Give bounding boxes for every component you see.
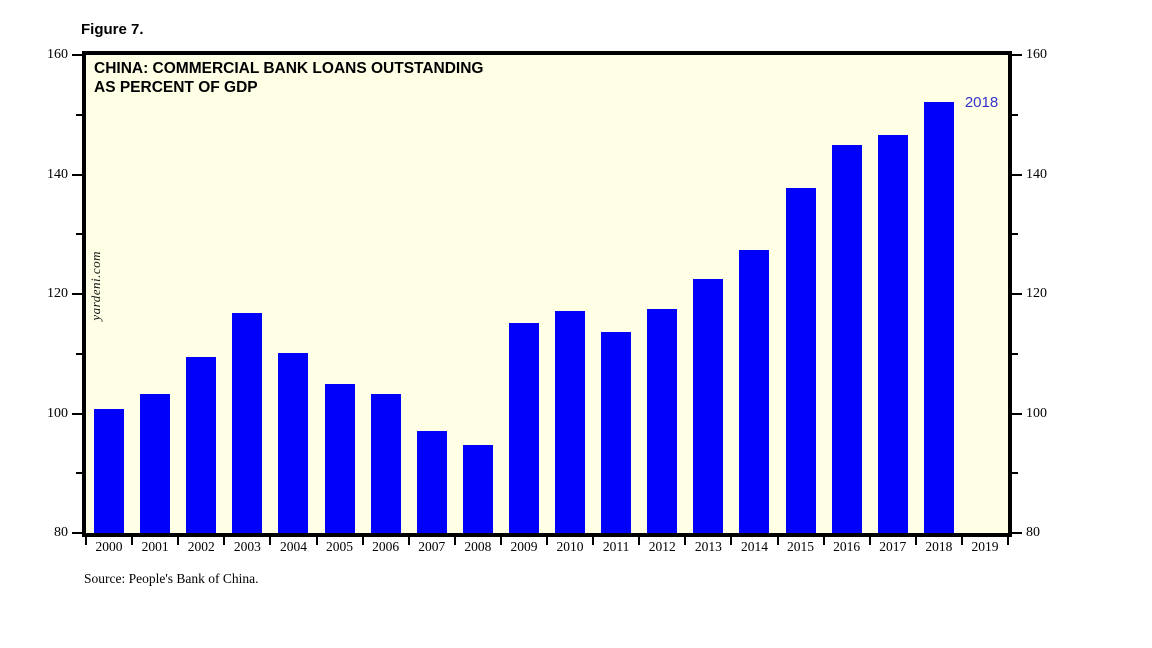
bar-2007 (416, 430, 447, 533)
x-axis-label-2003: 2003 (233, 539, 261, 554)
figure-label: Figure 7. (81, 21, 144, 38)
chart-title-line2: AS PERCENT OF GDP (94, 79, 258, 96)
y-axis-label-right-160: 160 (1026, 47, 1047, 62)
y-minor-tick-right-90 (1012, 472, 1018, 475)
bar-2010 (555, 311, 586, 533)
bar-2016 (831, 145, 862, 533)
y-minor-tick-left-150 (76, 113, 82, 116)
y-axis-label-right-120: 120 (1026, 286, 1047, 301)
watermark-yardeni: yardeni.com (88, 251, 103, 321)
x-axis-label-2009: 2009 (510, 539, 538, 554)
y-minor-tick-right-110 (1012, 352, 1018, 355)
x-axis-label-2011: 2011 (602, 539, 630, 554)
x-tick-8 (453, 537, 456, 545)
y-axis-label-right-80: 80 (1026, 525, 1040, 540)
x-tick-5 (315, 537, 318, 545)
x-tick-18 (914, 537, 917, 545)
y-axis-label-right-140: 140 (1026, 166, 1047, 182)
x-axis-label-2000: 2000 (95, 539, 123, 554)
y-minor-tick-right-130 (1012, 233, 1018, 236)
y-minor-tick-left-110 (76, 352, 82, 355)
y-axis-label-left-140: 140 (47, 166, 68, 182)
x-tick-16 (822, 537, 825, 545)
x-tick-10 (546, 537, 548, 545)
x-tick-11 (592, 537, 595, 545)
bar-2011 (601, 331, 632, 533)
x-axis-label-2004: 2004 (279, 539, 307, 554)
x-tick-0 (85, 537, 87, 545)
x-tick-20 (1007, 537, 1009, 545)
x-tick-2 (177, 537, 180, 545)
x-axis-label-2017: 2017 (879, 539, 907, 554)
source-note: Source: People's Bank of China. (84, 571, 259, 586)
bar-2001 (140, 394, 171, 533)
x-axis-label-2019: 2019 (971, 539, 999, 554)
bar-2013 (693, 279, 724, 533)
x-tick-17 (868, 537, 871, 545)
x-axis-label-2012: 2012 (648, 539, 676, 554)
y-major-tick-right-160 (1012, 54, 1022, 56)
x-axis-label-2013: 2013 (694, 539, 722, 554)
y-major-tick-left-140 (72, 173, 82, 176)
x-axis-label-2018: 2018 (925, 539, 953, 554)
x-tick-13 (684, 537, 687, 545)
y-major-tick-left-100 (72, 412, 82, 415)
chart-title-line1: CHINA: COMMERCIAL BANK LOANS OUTSTANDING (94, 60, 484, 77)
y-major-tick-right-100 (1012, 412, 1022, 415)
bar-2005 (324, 383, 355, 533)
x-axis-label-2006: 2006 (372, 539, 400, 554)
x-axis-label-2015: 2015 (787, 539, 815, 554)
y-major-tick-left-160 (72, 54, 82, 56)
bar-2004 (278, 352, 309, 533)
y-major-tick-right-120 (1012, 293, 1022, 295)
y-major-tick-right-140 (1012, 173, 1022, 176)
plot-area: CHINA: COMMERCIAL BANK LOANS OUTSTANDING… (82, 51, 1012, 537)
x-tick-6 (361, 537, 364, 545)
y-major-tick-left-80 (72, 532, 82, 534)
peak-year-annotation: 2018 (964, 93, 999, 111)
chart-title: CHINA: COMMERCIAL BANK LOANS OUTSTANDING… (94, 59, 484, 97)
x-axis-label-2014: 2014 (740, 539, 768, 554)
x-tick-12 (638, 537, 641, 545)
x-tick-14 (730, 537, 733, 545)
x-tick-9 (499, 537, 502, 545)
y-minor-tick-left-90 (76, 472, 82, 475)
x-tick-3 (223, 537, 226, 545)
bar-2014 (739, 250, 770, 533)
y-minor-tick-right-150 (1012, 113, 1018, 116)
bar-2017 (877, 135, 908, 533)
bar-2012 (647, 308, 678, 533)
bar-2000 (94, 409, 125, 533)
y-axis-label-left-100: 100 (47, 405, 68, 421)
x-axis-label-2002: 2002 (187, 539, 215, 554)
x-axis-label-2007: 2007 (418, 539, 446, 554)
y-axis-label-left-80: 80 (54, 525, 68, 540)
bar-2008 (462, 445, 493, 533)
plot-inner: CHINA: COMMERCIAL BANK LOANS OUTSTANDING… (86, 55, 1008, 533)
x-tick-15 (776, 537, 779, 545)
bar-2002 (186, 357, 217, 533)
y-minor-tick-left-130 (76, 233, 82, 236)
bar-2003 (232, 313, 263, 533)
bar-2018 (923, 101, 954, 533)
y-major-tick-right-80 (1012, 532, 1022, 534)
bar-2009 (508, 322, 539, 533)
y-axis-label-left-160: 160 (47, 47, 68, 62)
x-axis-label-2010: 2010 (556, 539, 584, 554)
x-tick-1 (131, 537, 134, 545)
x-tick-19 (960, 537, 963, 545)
x-tick-4 (269, 537, 272, 545)
bar-2015 (785, 188, 816, 533)
y-axis-label-right-100: 100 (1026, 405, 1047, 421)
x-axis-label-2001: 2001 (141, 539, 169, 554)
x-axis-label-2016: 2016 (833, 539, 861, 554)
y-major-tick-left-120 (72, 293, 82, 295)
y-axis-label-left-120: 120 (47, 286, 68, 301)
bar-2006 (370, 394, 401, 533)
x-axis-label-2005: 2005 (326, 539, 354, 554)
x-axis-label-2008: 2008 (464, 539, 492, 554)
x-tick-7 (407, 537, 410, 545)
